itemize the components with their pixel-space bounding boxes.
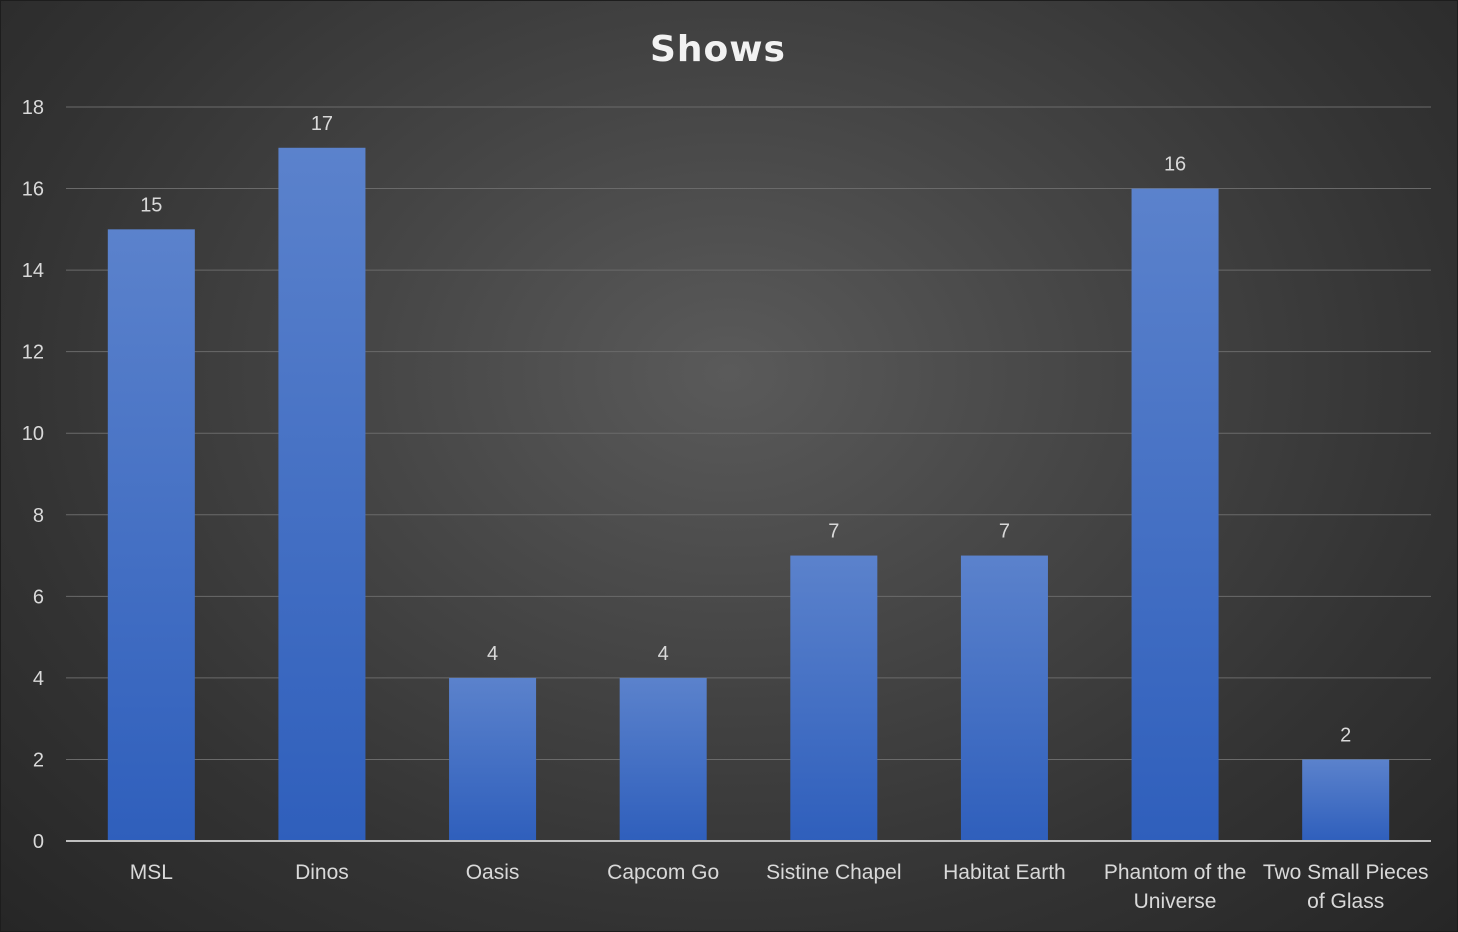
y-axis-ticks: 0 2 4 6 8 10 12 14 16 18: [22, 97, 44, 853]
x-category-label: Two Small Pieces of Glass: [1263, 861, 1429, 913]
bar: [619, 677, 707, 841]
gridlines: [66, 106, 1431, 760]
y-tick-label: 16: [22, 179, 44, 201]
data-label: 4: [658, 643, 669, 665]
x-category-label: Capcom Go: [607, 861, 719, 884]
data-label: 16: [1164, 154, 1186, 176]
bar: [1131, 188, 1219, 842]
data-label: 7: [828, 521, 839, 543]
chart-title: Shows: [650, 29, 786, 70]
x-axis-categories: MSL Dinos Oasis Capcom Go Sistine Chapel Habi…: [130, 861, 1429, 913]
y-tick-label: 12: [22, 342, 44, 364]
x-category-label: MSL: [130, 861, 173, 884]
bars: [107, 147, 1390, 842]
y-tick-label: 2: [33, 749, 44, 771]
y-tick-label: 18: [22, 97, 44, 119]
data-labels: 15 17 4 4 7 7 16 2: [140, 113, 1351, 747]
y-tick-label: 10: [22, 423, 44, 445]
y-tick-label: 6: [33, 586, 44, 608]
bar: [960, 555, 1048, 841]
bar: [790, 555, 878, 841]
y-tick-label: 0: [33, 831, 44, 853]
bar: [1302, 759, 1390, 841]
bar: [278, 147, 366, 841]
data-label: 15: [140, 194, 162, 216]
x-category-label: Dinos: [295, 861, 349, 884]
x-category-label: Sistine Chapel: [766, 861, 901, 884]
y-tick-label: 8: [33, 505, 44, 527]
data-label: 2: [1340, 724, 1351, 746]
y-tick-label: 14: [22, 260, 44, 282]
x-category-label: Oasis: [466, 861, 520, 884]
x-category-label: Habitat Earth: [943, 861, 1066, 884]
data-label: 17: [311, 113, 333, 135]
x-category-label: Phantom of the Universe: [1104, 861, 1246, 913]
bar: [107, 229, 195, 842]
y-tick-label: 4: [33, 668, 44, 690]
data-label: 4: [487, 643, 498, 665]
data-label: 7: [999, 521, 1010, 543]
bar: [449, 677, 537, 841]
